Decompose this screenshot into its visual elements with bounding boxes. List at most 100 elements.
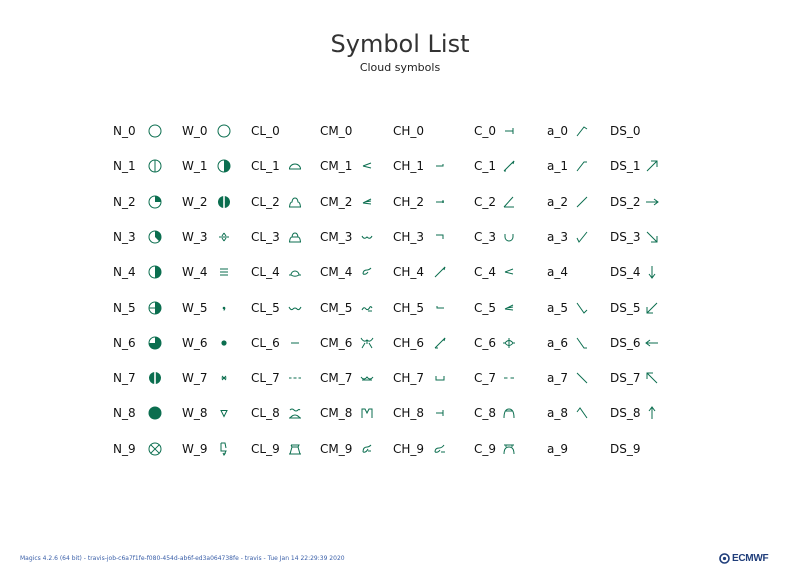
symbol-cell: N_0 bbox=[113, 121, 162, 141]
symbol-cell: a_9 bbox=[547, 439, 568, 459]
symbol-code: C_9 bbox=[474, 441, 497, 456]
snow-star-icon bbox=[221, 375, 227, 381]
cirrostratus-partial-icon bbox=[436, 410, 444, 417]
symbol-cell: N_3 bbox=[113, 227, 162, 247]
symbol-cell: CH_1 bbox=[393, 156, 447, 176]
circle-empty-icon bbox=[148, 124, 162, 138]
symbol-cell: a_0 bbox=[547, 121, 589, 141]
symbol-code: CL_7 bbox=[251, 371, 280, 386]
symbol-cell: C_3 bbox=[474, 227, 516, 247]
symbol-cell: W_7 bbox=[182, 368, 231, 388]
cirrostratus-high-icon bbox=[434, 337, 446, 349]
altocumulus-bands-icon bbox=[361, 305, 373, 311]
symbol-code: N_8 bbox=[113, 406, 136, 421]
symbol-code: CM_9 bbox=[320, 441, 353, 456]
symbol-code: CM_1 bbox=[320, 159, 353, 174]
tendency-fall-steady-icon bbox=[576, 337, 587, 349]
symbol-cell: CM_5 bbox=[320, 298, 374, 318]
symbol-code: DS_4 bbox=[610, 265, 641, 280]
arrow-e-icon bbox=[646, 198, 659, 205]
tendency-rise-icon bbox=[576, 196, 588, 207]
symbol-code: CL_0 bbox=[251, 124, 280, 138]
shower-triangle-icon bbox=[220, 410, 228, 419]
symbol-cell: DS_4 bbox=[610, 262, 659, 282]
symbol-code: CL_3 bbox=[251, 229, 280, 244]
circle-three-eighths-icon bbox=[148, 230, 162, 244]
symbol-code: CH_3 bbox=[393, 229, 425, 244]
symbol-cell: CL_3 bbox=[251, 227, 302, 247]
altocumulus-u-icon bbox=[504, 233, 514, 242]
fog-lines-icon bbox=[220, 268, 228, 276]
symbol-code: C_7 bbox=[474, 371, 497, 386]
symbol-code: CL_9 bbox=[251, 441, 280, 456]
symbol-code: CM_7 bbox=[320, 371, 353, 386]
symbol-code: CM_4 bbox=[320, 265, 353, 280]
altostratus-thick-icon bbox=[362, 198, 372, 205]
symbol-code: CM_0 bbox=[320, 124, 353, 138]
symbol-cell: DS_6 bbox=[610, 333, 659, 353]
symbol-cell: W_0 bbox=[182, 121, 231, 141]
symbol-code: C_1 bbox=[474, 159, 497, 174]
fractostratus-dashes-icon bbox=[289, 377, 301, 379]
symbol-cell: CL_2 bbox=[251, 192, 302, 212]
symbol-code: DS_8 bbox=[610, 406, 641, 421]
circle-quarter-icon bbox=[148, 195, 162, 209]
altocumulus-cumulus-icon bbox=[360, 337, 374, 349]
cumulonimbus-calvus-icon bbox=[289, 232, 301, 243]
symbol-cell: CM_8 bbox=[320, 403, 374, 423]
symbol-cell: CM_7 bbox=[320, 368, 374, 388]
symbol-code: CL_1 bbox=[251, 159, 280, 174]
circle-vertical-line-icon bbox=[148, 159, 162, 173]
symbol-code: CH_1 bbox=[393, 159, 425, 174]
symbol-cell: N_8 bbox=[113, 403, 162, 423]
symbol-cell: a_2 bbox=[547, 192, 589, 212]
symbol-code: C_5 bbox=[474, 300, 497, 315]
symbol-cell: a_5 bbox=[547, 298, 589, 318]
symbol-cell: CL_8 bbox=[251, 403, 302, 423]
symbol-code: N_5 bbox=[113, 300, 136, 315]
symbol-cell: W_2 bbox=[182, 192, 231, 212]
symbol-code: a_6 bbox=[547, 335, 568, 350]
symbol-code: CH_5 bbox=[393, 300, 425, 315]
symbol-code: N_7 bbox=[113, 371, 136, 386]
symbol-code: C_3 bbox=[474, 229, 497, 244]
symbol-code: DS_1 bbox=[610, 159, 641, 174]
symbol-cell: W_6 bbox=[182, 333, 231, 353]
symbol-cell: C_8 bbox=[474, 403, 516, 423]
symbol-cell: N_6 bbox=[113, 333, 162, 353]
symbol-cell: N_5 bbox=[113, 298, 162, 318]
symbol-cell: N_1 bbox=[113, 156, 162, 176]
symbol-code: a_0 bbox=[547, 124, 568, 138]
cumulonimbus-flat-top-icon bbox=[503, 444, 515, 454]
ecmwf-logo-text: ECMWF bbox=[732, 552, 769, 564]
circle-half-icon bbox=[217, 159, 231, 173]
symbol-cell: W_1 bbox=[182, 156, 231, 176]
symbol-cell: CH_3 bbox=[393, 227, 447, 247]
symbol-cell: W_5 bbox=[182, 298, 231, 318]
symbol-code: DS_2 bbox=[610, 194, 641, 209]
symbol-code: a_3 bbox=[547, 229, 568, 244]
symbol-code: C_2 bbox=[474, 194, 497, 209]
symbol-code: C_8 bbox=[474, 406, 497, 421]
circle-three-quarter-icon bbox=[148, 336, 162, 350]
page-subtitle: Cloud symbols bbox=[359, 61, 441, 74]
arrow-nw-icon bbox=[646, 372, 658, 384]
cirrostratus-slash-icon bbox=[503, 196, 514, 208]
symbol-code: a_8 bbox=[547, 406, 568, 421]
cirrus-uncinus-icon bbox=[434, 266, 446, 278]
symbol-code: CL_2 bbox=[251, 194, 280, 209]
symbol-code: C_0 bbox=[474, 124, 497, 138]
cirrus-hook-right-icon bbox=[436, 164, 444, 167]
altocumulus-thin-icon bbox=[361, 235, 373, 239]
symbol-code: CM_2 bbox=[320, 194, 353, 209]
symbol-cell: DS_3 bbox=[610, 227, 659, 247]
arrow-ne-icon bbox=[646, 160, 658, 172]
symbol-cell: W_4 bbox=[182, 262, 231, 282]
symbol-code: N_9 bbox=[113, 441, 136, 456]
symbol-cell: C_6 bbox=[474, 333, 516, 353]
symbol-cell: CL_0 bbox=[251, 121, 280, 141]
symbol-code: CH_6 bbox=[393, 335, 425, 350]
symbol-code: W_9 bbox=[182, 441, 208, 456]
arrow-w-icon bbox=[645, 339, 658, 347]
symbol-cell: DS_5 bbox=[610, 298, 659, 318]
